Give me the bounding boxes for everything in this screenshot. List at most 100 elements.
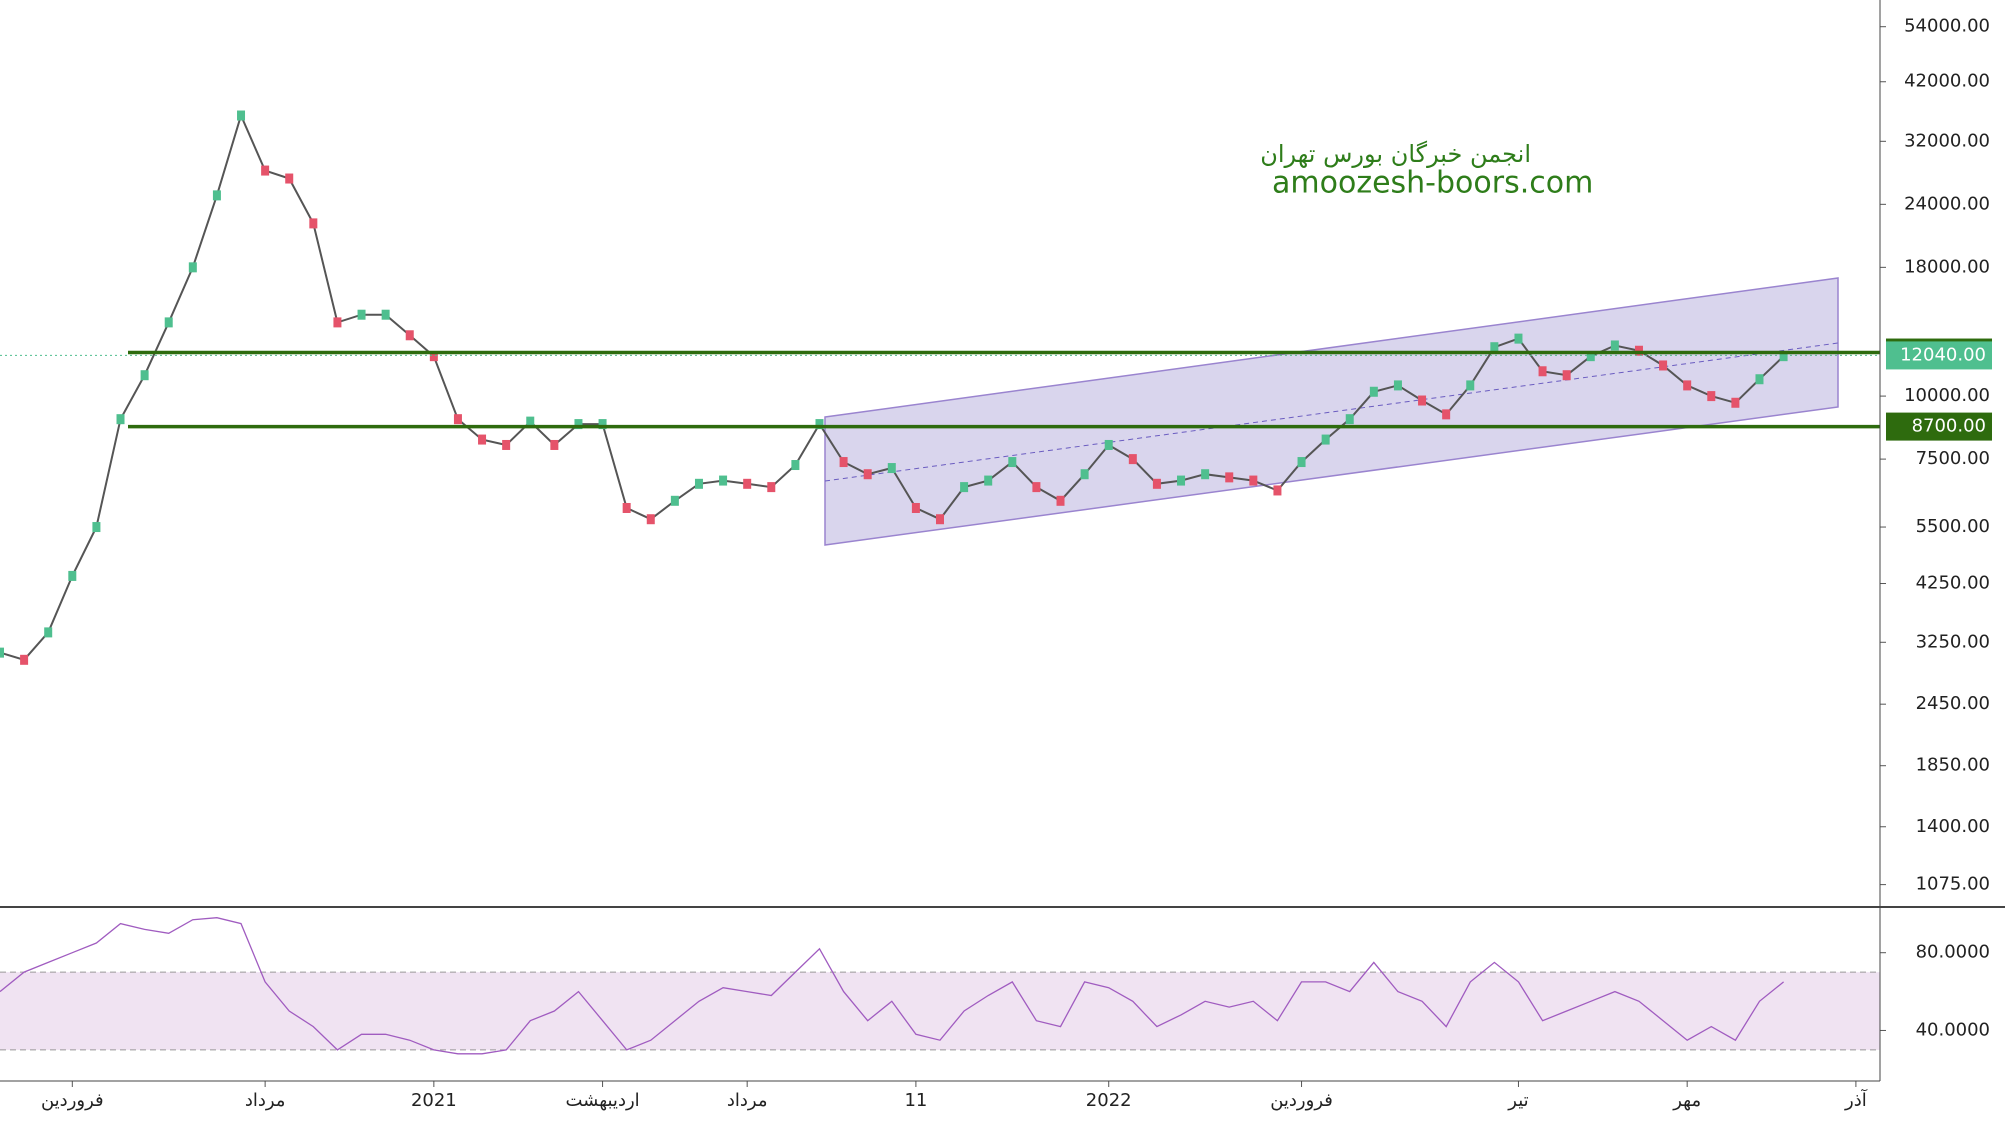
- y-tick-label: 18000.00: [1904, 256, 1990, 277]
- candle: [1779, 351, 1788, 362]
- candle: [0, 647, 4, 658]
- x-tick-label: 11: [904, 1090, 927, 1111]
- rsi-band: [0, 972, 1880, 1050]
- candle: [936, 514, 944, 525]
- candle: [68, 570, 77, 581]
- candle: [1321, 434, 1330, 445]
- candle: [1731, 397, 1740, 408]
- candle: [1659, 360, 1668, 371]
- y-tick-label: 32000.00: [1904, 130, 1990, 151]
- candle: [670, 495, 679, 506]
- candle: [453, 414, 462, 425]
- y-tick-label: 42000.00: [1904, 71, 1990, 92]
- candle: [1683, 380, 1692, 391]
- candle: [1008, 457, 1017, 468]
- candle: [261, 165, 270, 176]
- candle: [526, 416, 535, 427]
- candle: [1056, 495, 1065, 506]
- candle: [309, 218, 318, 229]
- candle: [550, 439, 559, 450]
- level-label-box: [1886, 412, 1992, 441]
- candle: [478, 434, 487, 445]
- candle: [767, 482, 776, 493]
- candle: [381, 309, 390, 320]
- y-tick-label: 80.0000: [1916, 942, 1990, 963]
- x-tick-label: 2021: [411, 1090, 457, 1111]
- candle: [237, 110, 246, 121]
- candle: [140, 370, 149, 381]
- candle: [1490, 342, 1499, 353]
- x-tick-label: 2022: [1086, 1090, 1132, 1111]
- y-tick-label: 7500.00: [1916, 448, 1990, 469]
- y-tick-label: 24000.00: [1904, 193, 1990, 214]
- candle: [1514, 333, 1523, 344]
- candle: [1393, 380, 1402, 391]
- candle: [1369, 386, 1378, 397]
- candle: [694, 478, 703, 489]
- x-tick-label: مرداد: [727, 1090, 768, 1111]
- candle: [20, 654, 29, 665]
- y-tick-label: 3250.00: [1916, 631, 1990, 652]
- candle: [502, 439, 511, 450]
- candle: [357, 309, 366, 320]
- candle: [622, 502, 631, 513]
- candle: [887, 463, 896, 474]
- candle: [1634, 345, 1643, 356]
- y-tick-label: 1075.00: [1916, 874, 1990, 895]
- candle: [1080, 469, 1089, 480]
- candle: [429, 351, 438, 362]
- x-tick-label: تیر: [1507, 1090, 1528, 1111]
- candle: [1586, 351, 1595, 362]
- last-price-box: [1886, 341, 1992, 370]
- candle: [984, 475, 993, 486]
- x-tick-label: مرداد: [245, 1090, 286, 1111]
- x-tick-label: آذر: [1844, 1088, 1868, 1111]
- candle: [911, 502, 920, 513]
- candle: [333, 317, 342, 328]
- candle: [1466, 380, 1475, 391]
- candle: [44, 627, 53, 638]
- x-tick-label: اردیبهشت: [565, 1090, 639, 1111]
- watermark-url: amoozesh-boors.com: [1272, 166, 1593, 201]
- candle: [1273, 485, 1282, 496]
- candle: [1562, 370, 1571, 381]
- candle: [1032, 482, 1041, 493]
- watermark-title: انجمن خبرگان بورس تهران: [1260, 140, 1531, 168]
- candle: [960, 482, 969, 493]
- candle: [1297, 457, 1306, 468]
- y-tick-label: 4250.00: [1916, 573, 1990, 594]
- candle: [405, 330, 414, 341]
- candle: [646, 514, 655, 525]
- candle: [1610, 340, 1619, 351]
- candle: [743, 478, 752, 489]
- candle: [92, 522, 101, 533]
- candle: [1345, 414, 1354, 425]
- candle: [1225, 472, 1234, 483]
- candle: [719, 475, 728, 486]
- y-tick-label: 5500.00: [1916, 516, 1990, 537]
- candle: [188, 262, 197, 273]
- x-tick-label: فروردین: [1270, 1090, 1333, 1111]
- candle: [574, 419, 583, 430]
- candle: [1104, 439, 1113, 450]
- candle: [164, 317, 173, 328]
- candle: [839, 457, 848, 468]
- candle: [791, 460, 800, 471]
- candle: [1152, 478, 1161, 489]
- y-tick-label: 54000.00: [1904, 16, 1990, 37]
- level-label: 8700.00: [1912, 416, 1986, 437]
- y-tick-label: 1850.00: [1916, 755, 1990, 776]
- x-tick-label: فروردین: [41, 1090, 104, 1111]
- candle: [815, 419, 824, 430]
- candle: [1538, 366, 1547, 377]
- last-price-label: 12040.00: [1900, 344, 1986, 365]
- price-line: [0, 917, 1785, 1055]
- candle: [863, 469, 872, 480]
- candle: [1177, 475, 1186, 486]
- candle: [212, 190, 221, 201]
- candle: [285, 173, 294, 184]
- y-tick-label: 2450.00: [1916, 693, 1990, 714]
- candle: [1201, 469, 1210, 480]
- y-tick-label: 40.0000: [1916, 1019, 1990, 1040]
